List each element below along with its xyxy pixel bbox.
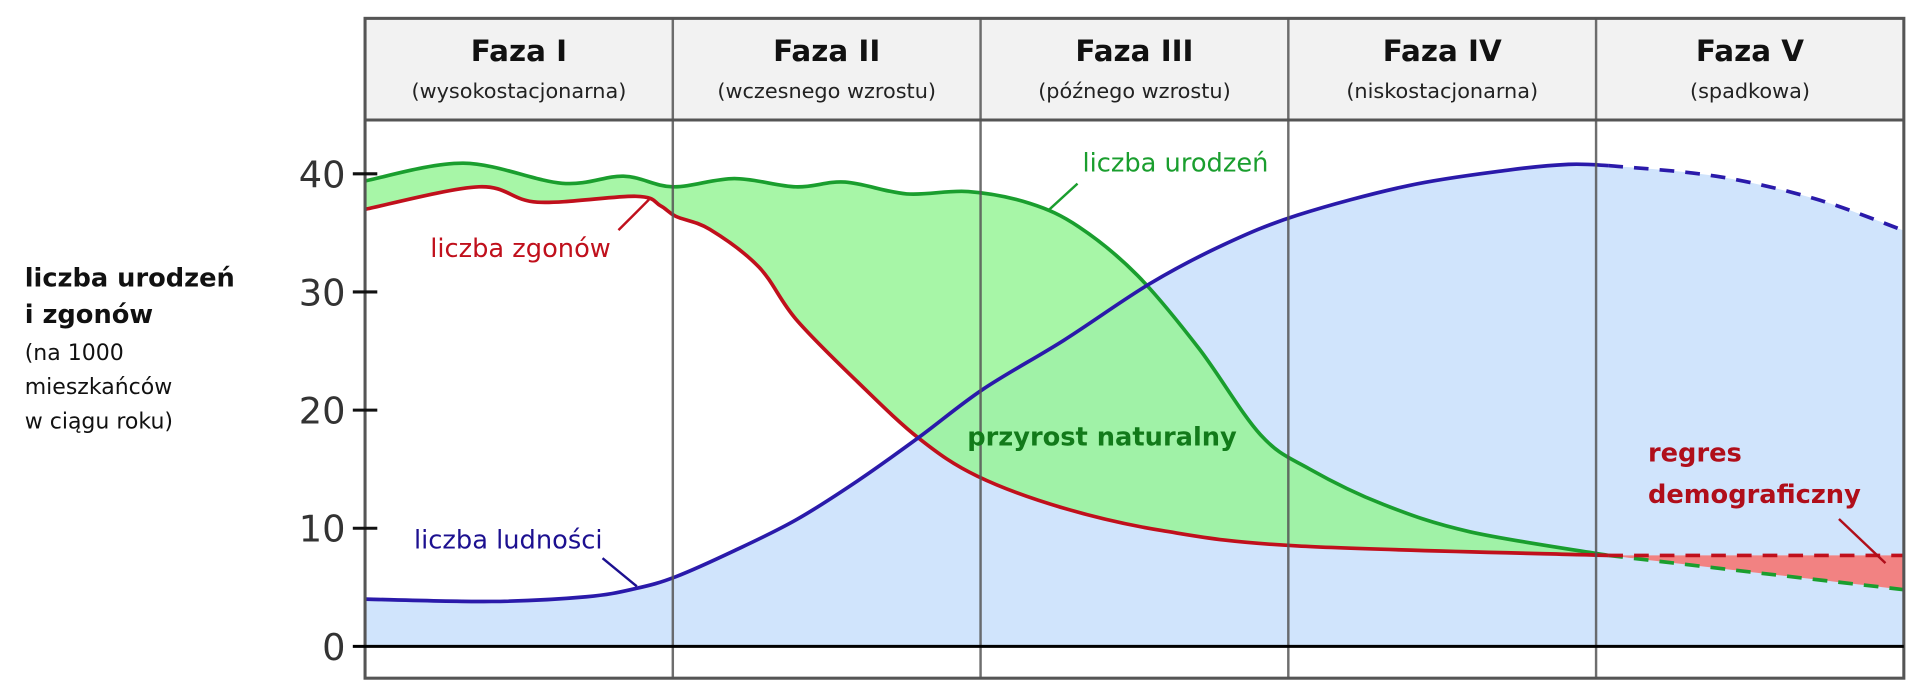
chart-frame: [363, 16, 1906, 680]
regress-label-line-1: regres: [1648, 439, 1742, 469]
population-leader-line: [601, 557, 638, 588]
y-axis-unit-line-2: mieszkańców: [25, 375, 173, 400]
phase-title: Faza IV: [1383, 34, 1502, 68]
phase-title: Faza I: [471, 34, 567, 68]
y-tick-label: 20: [299, 390, 346, 433]
y-axis-label-line-1: liczba urodzeń: [25, 263, 235, 293]
population-projected-line: [1608, 163, 1905, 233]
births-line: [364, 161, 1609, 558]
phase-subtitle: (spadkowa): [1690, 79, 1810, 103]
phase-header-background: [365, 18, 1904, 120]
y-axis-unit-line-1: (na 1000: [25, 341, 124, 366]
births-leader-line: [1047, 182, 1079, 212]
deaths-line: [364, 184, 1609, 558]
natural-increase-area: [365, 163, 1609, 556]
population-label: liczba ludności: [414, 525, 602, 555]
phase-subtitle: (wczesnego wzrostu): [717, 79, 936, 103]
y-tick-label: 40: [299, 153, 346, 196]
phase-title: Faza III: [1075, 34, 1193, 68]
phase-title: Faza II: [773, 34, 880, 68]
deaths-leader-line: [617, 198, 650, 232]
regress-label-line-2: demograficzny: [1648, 480, 1861, 510]
regress-leader-line: [1838, 518, 1887, 565]
phase-subtitle: (niskostacjonarna): [1346, 79, 1538, 103]
y-axis-label-line-2: i zgonów: [25, 300, 153, 330]
y-tick-label: 30: [299, 271, 346, 314]
phase-subtitle: (późnego wzrostu): [1038, 79, 1231, 103]
demographic-regress-area: [1608, 555, 1904, 590]
deaths-label: liczba zgonów: [430, 234, 611, 264]
y-tick-label: 10: [299, 508, 346, 551]
population-line: [365, 162, 1609, 604]
phase-subtitle: (wysokostacjonarna): [412, 79, 627, 103]
births-projected-line: [1608, 553, 1905, 592]
y-tick-label: 0: [322, 626, 345, 669]
births-label: liczba urodzeń: [1082, 148, 1268, 178]
phase-title: Faza V: [1696, 34, 1804, 68]
y-axis-unit-line-3: w ciągu roku): [25, 409, 173, 434]
natural-increase-label: przyrost naturalny: [967, 423, 1237, 453]
